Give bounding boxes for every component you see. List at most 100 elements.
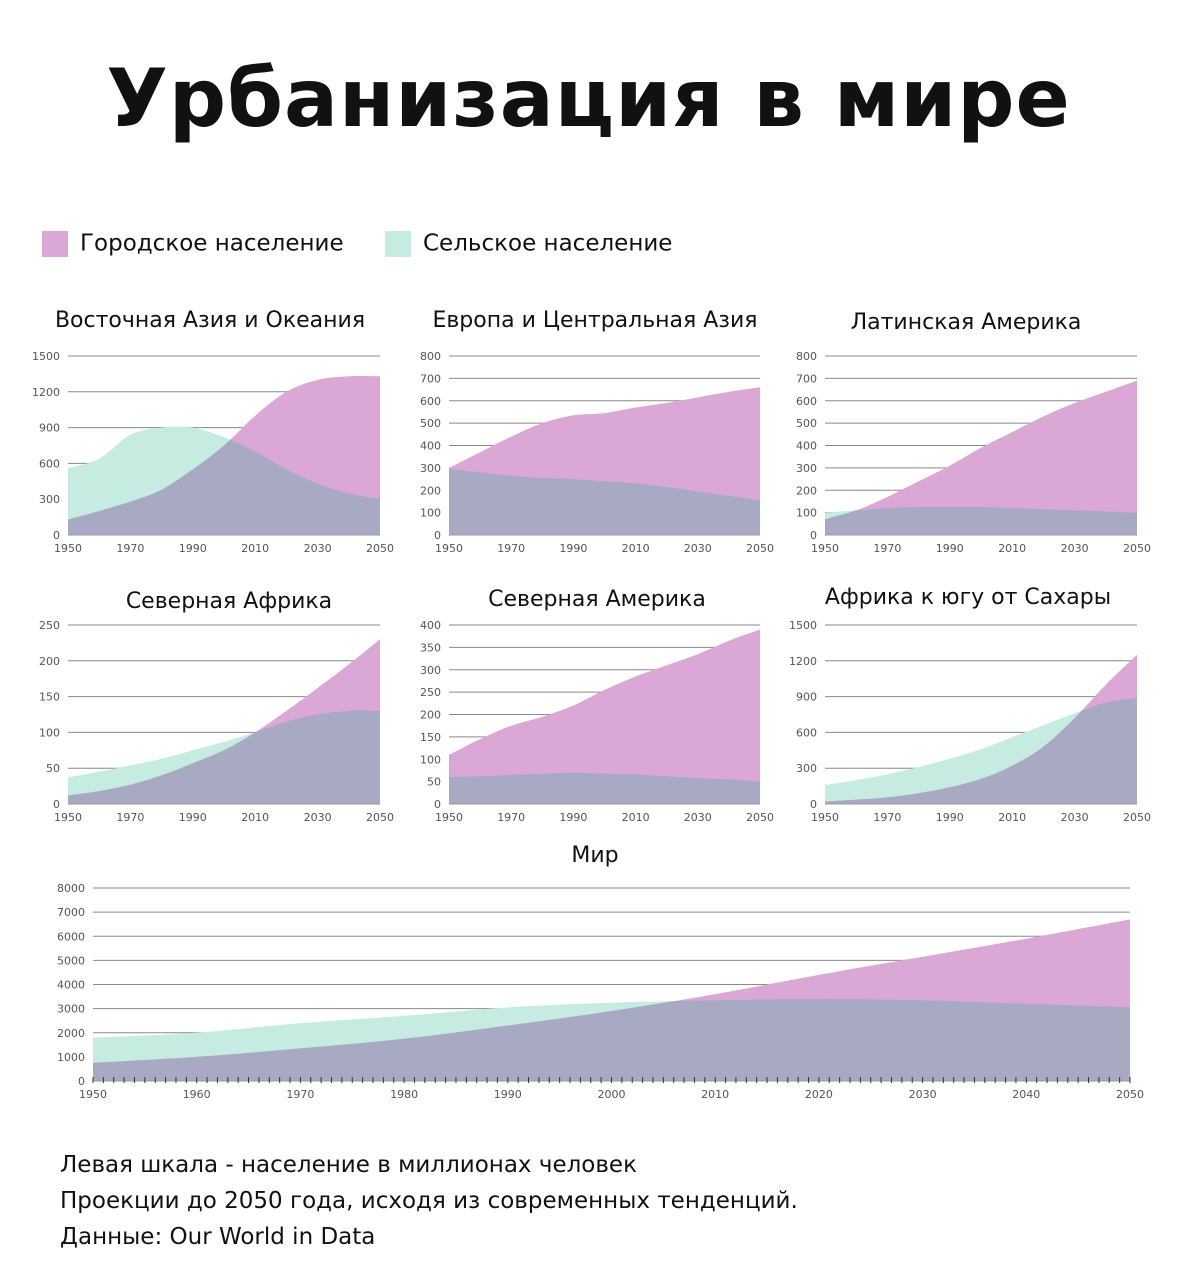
y-tick-label: 200 [420, 709, 441, 722]
overlap-area [825, 697, 1137, 804]
chart-title: Европа и Центральная Азия [432, 308, 757, 333]
chart-1: Восточная Азия и Океания 0 300 600 900 1200 15… [32, 308, 394, 555]
y-tick-label: 900 [796, 691, 817, 704]
x-tick-label: 2010 [998, 811, 1026, 824]
y-tick-label: 600 [39, 457, 60, 470]
y-tick-label: 300 [420, 664, 441, 677]
y-tick-label: 800 [796, 350, 817, 363]
legend-item-urban: Городское население [42, 230, 344, 257]
x-tick-label: 2030 [304, 542, 332, 555]
y-tick-label: 350 [420, 641, 441, 654]
y-tick-label: 150 [39, 691, 60, 704]
y-tick-label: 800 [420, 350, 441, 363]
overlap-area [449, 469, 760, 535]
chart-title: Восточная Азия и Океания [55, 308, 365, 333]
chart-2: Европа и Центральная Азия 0 100 200 300 400 50… [420, 308, 774, 555]
urban-area [449, 629, 760, 804]
y-tick-label: 0 [810, 798, 817, 811]
x-tick-label: 1970 [497, 811, 525, 824]
legend-label-urban: Городское население [80, 230, 344, 257]
x-tick-label: 2050 [746, 542, 774, 555]
y-tick-label: 50 [46, 762, 60, 775]
x-tick-label: 1970 [497, 542, 525, 555]
y-tick-label: 0 [434, 798, 441, 811]
x-tick-label: 1950 [79, 1088, 107, 1101]
y-tick-label: 0 [53, 798, 60, 811]
footnotes: Левая шкала - население в миллионах чело… [60, 1147, 798, 1255]
urban-area [825, 380, 1137, 535]
x-tick-label: 1970 [873, 542, 901, 555]
x-tick-label: 2010 [622, 811, 650, 824]
x-tick-label: 2050 [1123, 542, 1151, 555]
y-tick-label: 500 [796, 417, 817, 430]
x-tick-label: 1990 [936, 542, 964, 555]
y-tick-label: 0 [434, 529, 441, 542]
y-tick-label: 400 [420, 619, 441, 632]
x-tick-label: 2030 [1061, 811, 1089, 824]
y-tick-label: 1500 [789, 619, 817, 632]
x-tick-label: 2030 [304, 811, 332, 824]
x-tick-label: 1990 [179, 811, 207, 824]
y-tick-label: 3000 [57, 1003, 85, 1016]
y-tick-label: 0 [810, 529, 817, 542]
x-tick-label: 1950 [435, 811, 463, 824]
y-tick-label: 400 [420, 440, 441, 453]
x-tick-label: 1950 [54, 811, 82, 824]
y-tick-label: 900 [39, 422, 60, 435]
x-tick-label: 2000 [598, 1088, 626, 1101]
x-tick-label: 2020 [805, 1088, 833, 1101]
x-tick-label: 1990 [559, 811, 587, 824]
y-tick-label: 0 [53, 529, 60, 542]
y-tick-label: 100 [39, 726, 60, 739]
y-tick-label: 1500 [32, 350, 60, 363]
x-tick-label: 2050 [746, 811, 774, 824]
legend-label-rural: Сельское население [423, 230, 673, 257]
y-tick-label: 300 [796, 462, 817, 475]
overlap-area [68, 426, 380, 535]
x-tick-label: 2050 [1116, 1088, 1144, 1101]
y-tick-label: 1200 [789, 655, 817, 668]
chart-6: Африка к югу от Сахары 0 300 600 900 1200 1500… [789, 585, 1151, 824]
x-tick-label: 2010 [241, 542, 269, 555]
x-tick-label: 2010 [241, 811, 269, 824]
x-tick-label: 1970 [286, 1088, 314, 1101]
y-tick-label: 50 [427, 776, 441, 789]
chart-3: Латинская Америка 0 100 200 300 400 500 600 700 8… [796, 310, 1151, 555]
chart-title: Северная Америка [488, 587, 706, 612]
x-tick-label: 2030 [684, 542, 712, 555]
urban-swatch [42, 230, 68, 257]
x-tick-label: 2030 [909, 1088, 937, 1101]
x-tick-label: 1970 [116, 542, 144, 555]
chart-5: Северная Америка 0 50 100 150 200 250 300 350 400… [420, 587, 774, 824]
y-tick-label: 200 [39, 655, 60, 668]
y-tick-label: 150 [420, 731, 441, 744]
x-tick-label: 1950 [435, 542, 463, 555]
y-tick-label: 300 [420, 462, 441, 475]
note-source: Данные: Our World in Data [60, 1224, 376, 1250]
y-tick-label: 250 [39, 619, 60, 632]
y-tick-label: 300 [796, 762, 817, 775]
x-tick-label: 2010 [622, 542, 650, 555]
y-tick-label: 600 [796, 726, 817, 739]
y-tick-label: 600 [796, 395, 817, 408]
y-tick-label: 700 [796, 372, 817, 385]
note-scale: Левая шкала - население в миллионах чело… [60, 1152, 637, 1178]
y-tick-label: 250 [420, 686, 441, 699]
y-tick-label: 600 [420, 395, 441, 408]
y-tick-label: 200 [420, 484, 441, 497]
rural-swatch [385, 230, 411, 257]
chart-title: Латинская Америка [851, 310, 1082, 335]
y-tick-label: 0 [78, 1075, 85, 1088]
y-tick-label: 6000 [57, 930, 85, 943]
y-tick-label: 200 [796, 484, 817, 497]
y-tick-label: 1000 [57, 1051, 85, 1064]
chart-title: Мир [571, 843, 618, 868]
x-tick-label: 1990 [559, 542, 587, 555]
x-tick-label: 1960 [183, 1088, 211, 1101]
y-tick-label: 7000 [57, 906, 85, 919]
overlap-area [68, 710, 380, 804]
chart-title: Северная Африка [126, 589, 332, 614]
x-tick-label: 1980 [390, 1088, 418, 1101]
x-tick-label: 2010 [998, 542, 1026, 555]
